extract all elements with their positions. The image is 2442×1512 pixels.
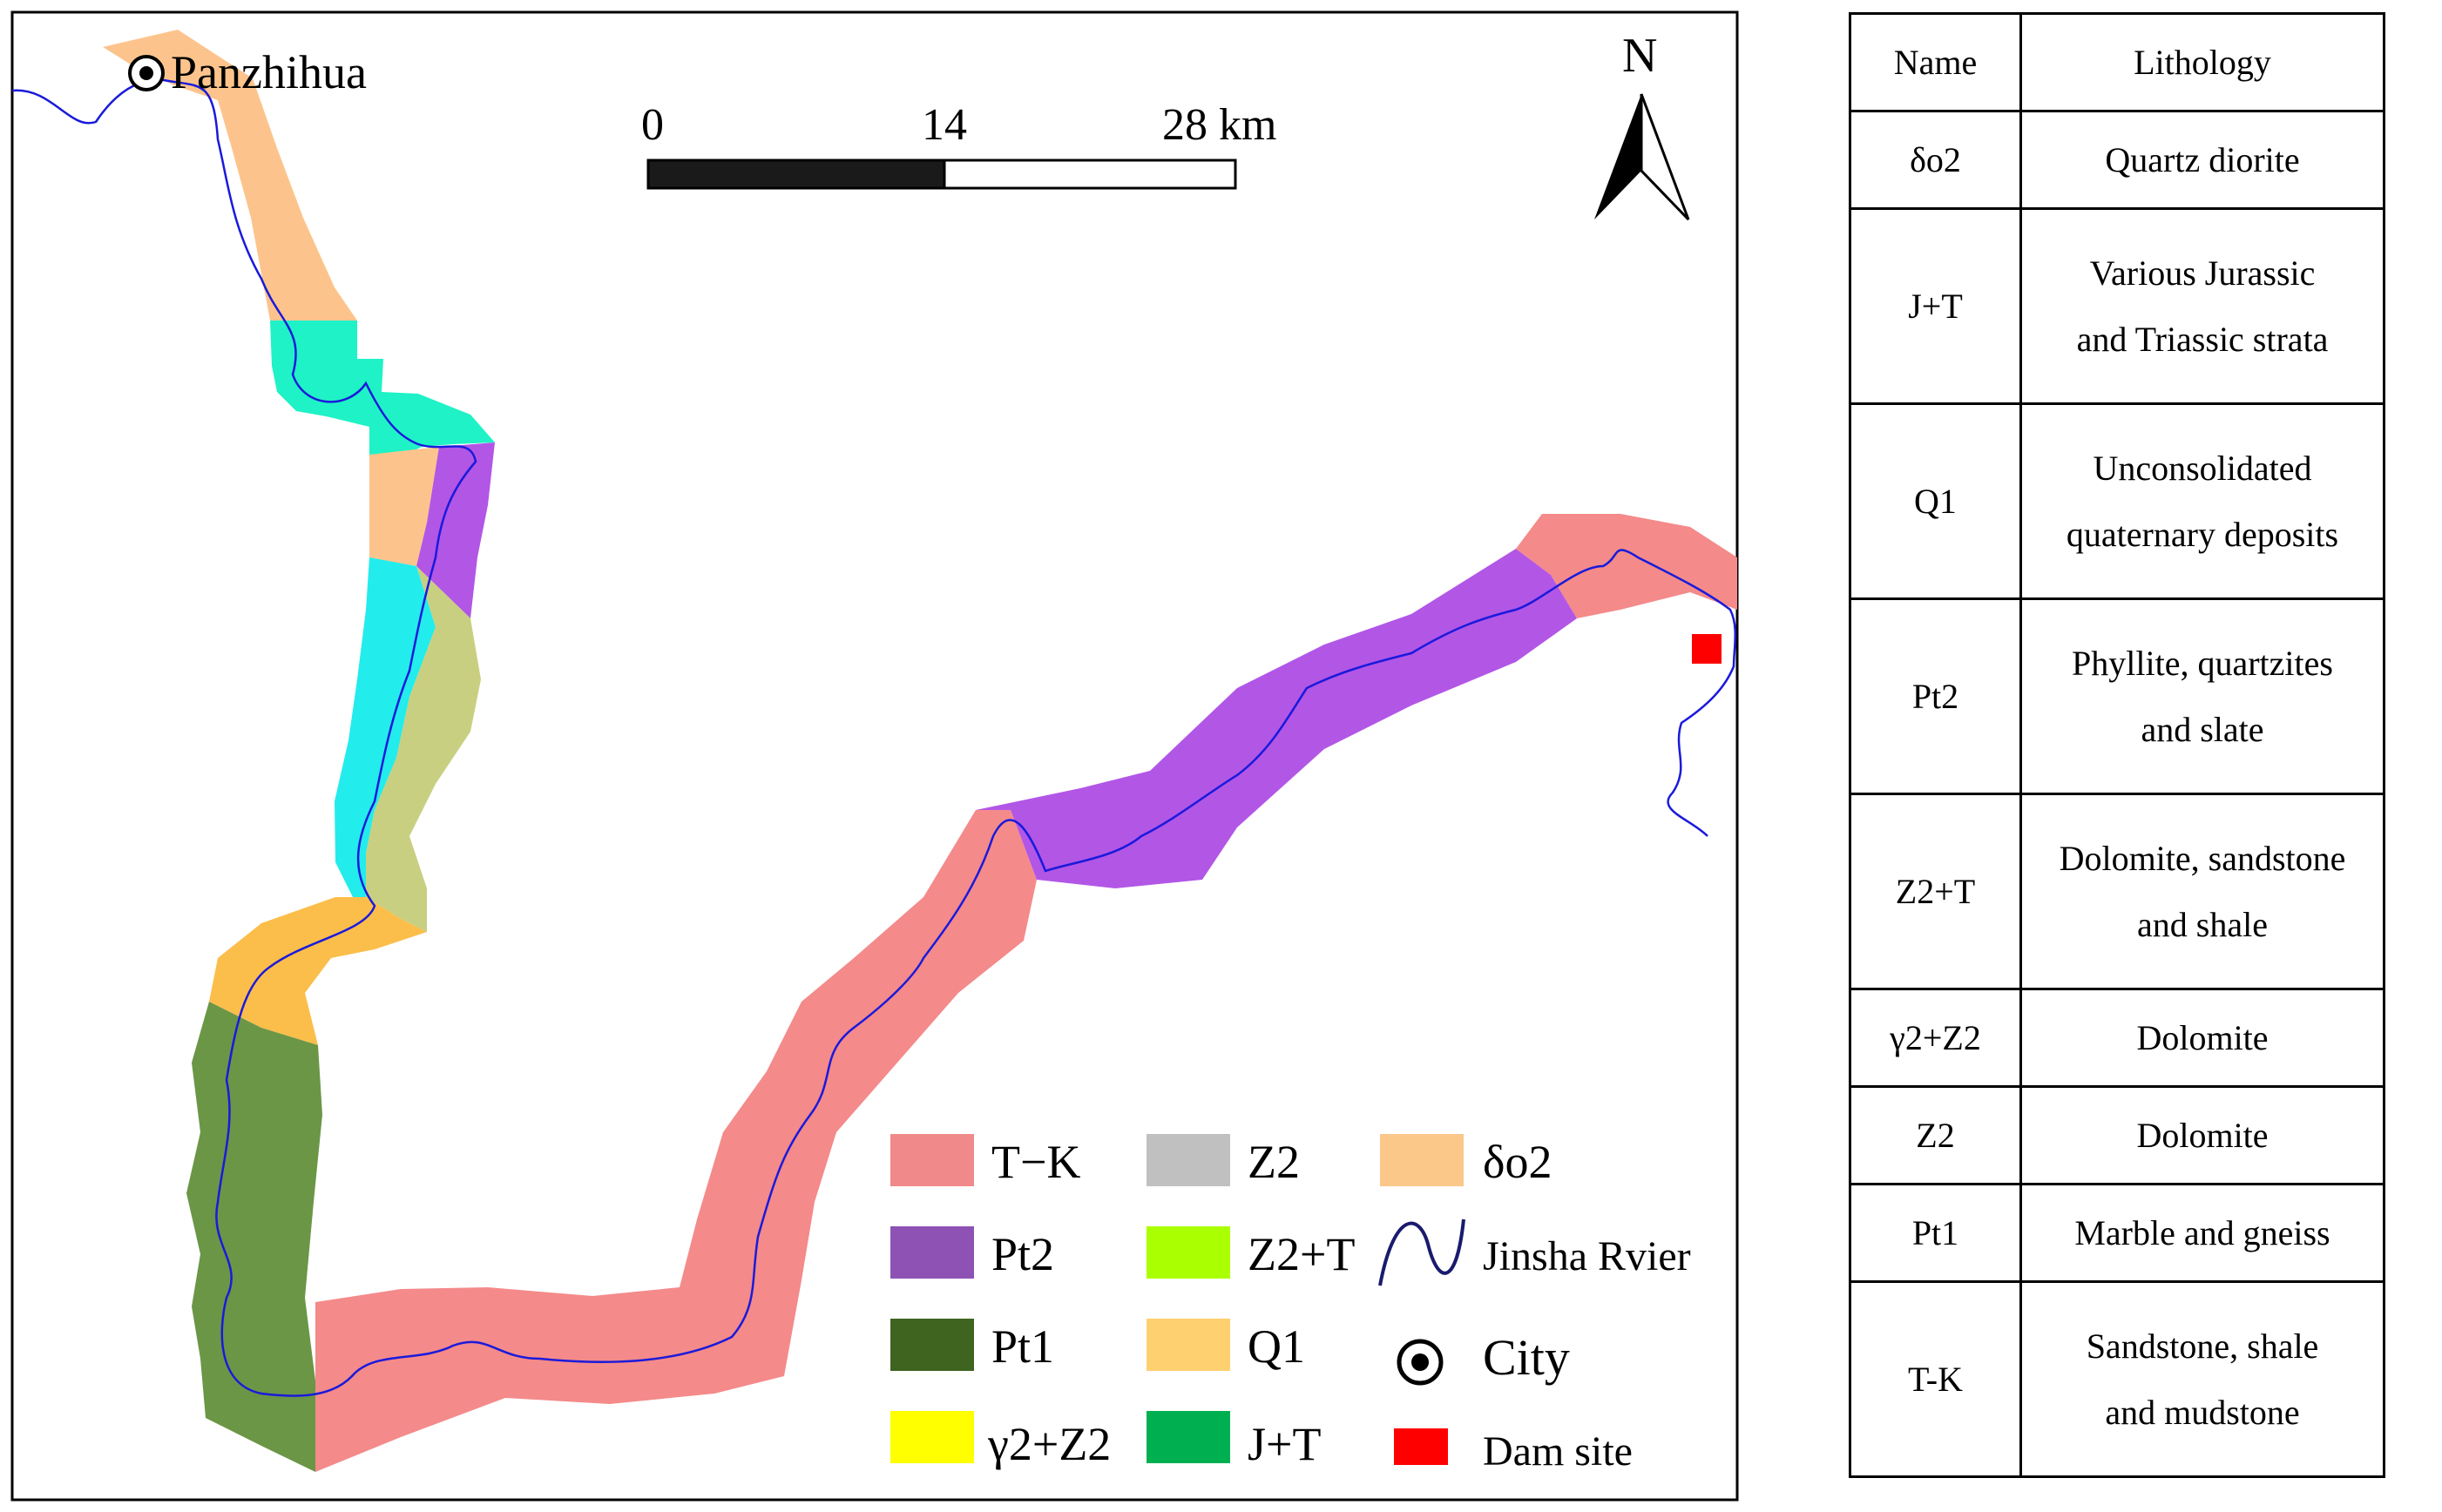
legend-label-river: Jinsha Rvier bbox=[1483, 1233, 1691, 1279]
north-arrow-icon: N bbox=[1594, 29, 1690, 221]
jinsha-river bbox=[11, 78, 1737, 1397]
row-lithology: Various Jurassic and Triassic strata bbox=[2019, 207, 2385, 405]
unit-cyan bbox=[335, 557, 436, 906]
scale-tick-0: 0 bbox=[641, 100, 664, 150]
lithology-line: and Triassic strata bbox=[2076, 319, 2329, 359]
lithology-line: Unconsolidated bbox=[2093, 448, 2312, 488]
unit-q1-lower bbox=[209, 897, 427, 1045]
lithology-line: and slate bbox=[2141, 709, 2264, 749]
legend-swatch-gamma2-z2 bbox=[890, 1411, 974, 1463]
row-lithology: Dolomite bbox=[2019, 1085, 2385, 1185]
unit-olive bbox=[366, 566, 481, 932]
lithology-line: and mudstone bbox=[2105, 1392, 2300, 1432]
lithology-line: Dolomite bbox=[2136, 1017, 2269, 1057]
lithology-line: Sandstone, shale bbox=[2086, 1326, 2319, 1366]
legend-label-tk: T−K bbox=[991, 1136, 1080, 1188]
header-lithology: Lithology bbox=[2019, 12, 2385, 112]
dam-site-marker bbox=[1692, 634, 1722, 664]
row-lithology: Marble and gneiss bbox=[2019, 1183, 2385, 1283]
row-lithology: Dolomite, sandstone and shale bbox=[2019, 793, 2385, 990]
unit-q1-upper bbox=[369, 447, 439, 566]
legend-label-z2t: Z2+T bbox=[1248, 1228, 1355, 1280]
legend-label-gamma2-z2: γ2+Z2 bbox=[987, 1418, 1111, 1470]
map-frame bbox=[10, 10, 1739, 1502]
row-lithology: Quartz diorite bbox=[2019, 110, 2385, 210]
lithology-table: Name Lithology δo2 Quartz diorite J+T Vario… bbox=[1849, 12, 2385, 1478]
legend-label-pt2: Pt2 bbox=[991, 1228, 1054, 1280]
row-name: J+T bbox=[1849, 207, 2022, 405]
legend-swatch-tk bbox=[890, 1134, 974, 1186]
legend-swatch-q1 bbox=[1147, 1319, 1230, 1371]
north-label: N bbox=[1622, 29, 1657, 83]
table-header-row: Name Lithology bbox=[1849, 12, 2385, 112]
lithology-line: Marble and gneiss bbox=[2074, 1212, 2330, 1252]
legend-label-pt1: Pt1 bbox=[991, 1320, 1054, 1373]
lithology-line: Quartz diorite bbox=[2105, 139, 2300, 179]
row-name: T-K bbox=[1849, 1280, 2022, 1478]
row-lithology: Dolomite bbox=[2019, 988, 2385, 1088]
table-row: Z2+T Dolomite, sandstone and shale bbox=[1849, 793, 2385, 990]
city-marker bbox=[128, 55, 165, 91]
legend-swatch-jt bbox=[1147, 1411, 1230, 1463]
legend-swatch-pt2 bbox=[890, 1226, 974, 1279]
unit-jt-north bbox=[270, 321, 495, 455]
table-row: T-K Sandstone, shale and mudstone bbox=[1849, 1280, 2385, 1478]
unit-pt2-east bbox=[976, 549, 1577, 888]
unit-pt2-upper bbox=[416, 442, 495, 618]
table-row: γ2+Z2 Dolomite bbox=[1849, 988, 2385, 1088]
legend-label-delta-o2: δo2 bbox=[1483, 1136, 1552, 1188]
lithology-line: Various Jurassic bbox=[2089, 253, 2316, 293]
table-row: Q1 Unconsolidated quaternary deposits bbox=[1849, 402, 2385, 600]
lithology-line: Dolomite, sandstone bbox=[2059, 838, 2346, 878]
lithology-line: and shale bbox=[2137, 904, 2268, 944]
lithology-line: quaternary deposits bbox=[2066, 514, 2339, 554]
legend-label-jt: J+T bbox=[1248, 1418, 1321, 1470]
row-lithology: Phyllite, quartzites and slate bbox=[2019, 597, 2385, 795]
legend-label-dam: Dam site bbox=[1483, 1428, 1633, 1475]
row-name: Q1 bbox=[1849, 402, 2022, 600]
legend-label-q1: Q1 bbox=[1248, 1320, 1305, 1373]
scale-bar: 0 14 28 km bbox=[641, 100, 1276, 190]
table-row: Pt1 Marble and gneiss bbox=[1849, 1183, 2385, 1283]
river-line-icon bbox=[1378, 1218, 1465, 1286]
row-name: Z2 bbox=[1849, 1085, 2022, 1185]
scale-tick-14: 14 bbox=[922, 100, 967, 150]
unit-tk-east bbox=[1516, 514, 1737, 618]
unit-tk-south bbox=[315, 810, 1037, 1472]
legend-label-z2: Z2 bbox=[1248, 1136, 1300, 1188]
lithology-line: Phyllite, quartzites bbox=[2072, 643, 2333, 683]
row-name: Pt2 bbox=[1849, 597, 2022, 795]
city-label: Panzhihua bbox=[171, 46, 367, 98]
row-lithology: Unconsolidated quaternary deposits bbox=[2019, 402, 2385, 600]
table-row: δo2 Quartz diorite bbox=[1849, 110, 2385, 210]
legend-swatch-pt1 bbox=[890, 1319, 974, 1371]
legend-label-city: City bbox=[1483, 1329, 1570, 1386]
row-name: Z2+T bbox=[1849, 793, 2022, 990]
legend-swatch-z2 bbox=[1147, 1134, 1230, 1186]
row-name: γ2+Z2 bbox=[1849, 988, 2022, 1088]
scale-tick-28: 28 km bbox=[1162, 100, 1276, 150]
legend-swatch-dam bbox=[1394, 1428, 1448, 1465]
map-legend: T−K Z2 δo2 Pt2 Z2+T Jinsha Rvier Pt1 Q1 … bbox=[890, 1134, 1691, 1475]
row-lithology: Sandstone, shale and mudstone bbox=[2019, 1280, 2385, 1478]
table-row: Z2 Dolomite bbox=[1849, 1085, 2385, 1185]
row-name: Pt1 bbox=[1849, 1183, 2022, 1283]
lithology-line: Dolomite bbox=[2136, 1115, 2269, 1155]
city-dot-icon bbox=[1397, 1339, 1444, 1386]
table-row: J+T Various Jurassic and Triassic strata bbox=[1849, 207, 2385, 405]
unit-delta-o2-north bbox=[103, 30, 357, 321]
table-row: Pt2 Phyllite, quartzites and slate bbox=[1849, 597, 2385, 795]
legend-swatch-z2t bbox=[1147, 1226, 1230, 1279]
row-name: δo2 bbox=[1849, 110, 2022, 210]
unit-pt1 bbox=[186, 1002, 322, 1472]
legend-swatch-delta-o2 bbox=[1380, 1134, 1464, 1186]
header-name: Name bbox=[1849, 12, 2022, 112]
